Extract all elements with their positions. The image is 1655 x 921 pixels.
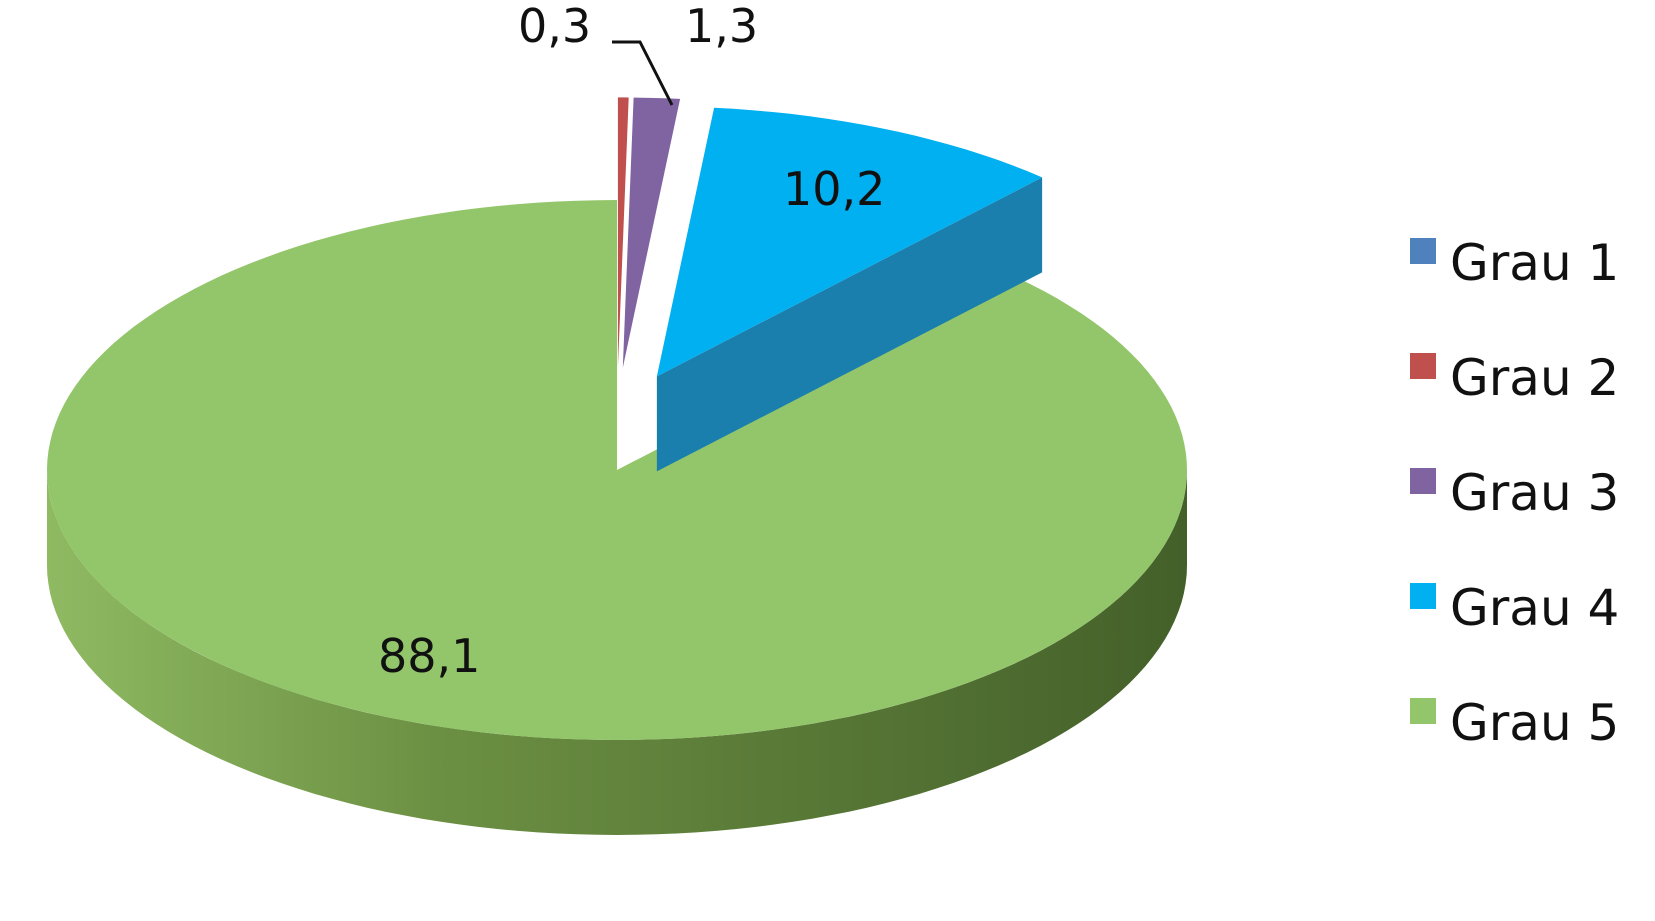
pie-slices (47, 97, 1187, 835)
slice-wall-grau-5 (47, 470, 1187, 835)
legend: Grau 1 Grau 2 Grau 3 Grau 4 Grau 5 (1410, 234, 1619, 752)
slice-top-grau-2 (617, 97, 629, 368)
data-labels: 0,3 1,3 10,2 88,1 (378, 0, 885, 683)
legend-swatch-grau-1 (1410, 238, 1436, 264)
slice-top-grau-4 (656, 107, 1043, 377)
legend-swatch-grau-3 (1410, 468, 1436, 494)
legend-label-grau-3: Grau 3 (1450, 464, 1619, 522)
legend-label-grau-2: Grau 2 (1450, 349, 1619, 407)
slice-grau-3 (622, 97, 681, 368)
legend-label-grau-5: Grau 5 (1450, 694, 1619, 752)
legend-swatch-grau-2 (1410, 353, 1436, 379)
legend-swatch-grau-4 (1410, 583, 1436, 609)
data-label-grau-5: 88,1 (378, 629, 480, 683)
data-label-grau-2: 0,3 (518, 0, 591, 53)
slice-grau-4 (656, 107, 1043, 472)
legend-swatch-grau-5 (1410, 698, 1436, 724)
legend-label-grau-1: Grau 1 (1450, 234, 1619, 292)
data-label-grau-4: 10,2 (783, 162, 885, 216)
slice-top-grau-3 (622, 97, 681, 368)
data-label-grau-3: 1,3 (685, 0, 758, 53)
slice-grau-2 (617, 97, 629, 368)
leader-line-grau-2 (612, 40, 674, 106)
slice-grau-5 (47, 200, 1187, 835)
slice-side-grau-4 (656, 177, 1043, 472)
legend-label-grau-4: Grau 4 (1450, 579, 1619, 637)
